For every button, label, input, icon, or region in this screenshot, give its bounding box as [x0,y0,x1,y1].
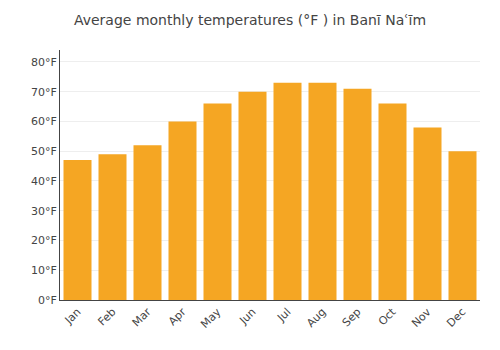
svg-text:Mar: Mar [130,305,154,329]
svg-text:30°F: 30°F [31,205,57,218]
svg-text:10°F: 10°F [31,264,57,277]
svg-text:Aug: Aug [304,306,328,330]
svg-text:Jan: Jan [62,306,84,328]
svg-text:Feb: Feb [96,306,119,329]
svg-text:20°F: 20°F [31,234,57,247]
svg-text:70°F: 70°F [31,86,57,99]
svg-text:Average monthly temperatures (: Average monthly temperatures (°F ) in Ba… [74,12,426,28]
svg-text:Sep: Sep [340,306,364,330]
svg-text:Nov: Nov [409,305,434,330]
svg-text:May: May [198,305,224,331]
svg-text:40°F: 40°F [31,175,57,188]
svg-text:Apr: Apr [166,305,189,328]
svg-text:Dec: Dec [444,306,468,330]
svg-text:80°F: 80°F [31,56,57,69]
svg-text:Oct: Oct [376,305,399,328]
svg-text:50°F: 50°F [31,145,57,158]
svg-text:Jun: Jun [236,305,258,327]
svg-text:0°F: 0°F [38,294,57,307]
svg-text:60°F: 60°F [31,115,57,128]
svg-text:Jul: Jul [274,306,293,325]
